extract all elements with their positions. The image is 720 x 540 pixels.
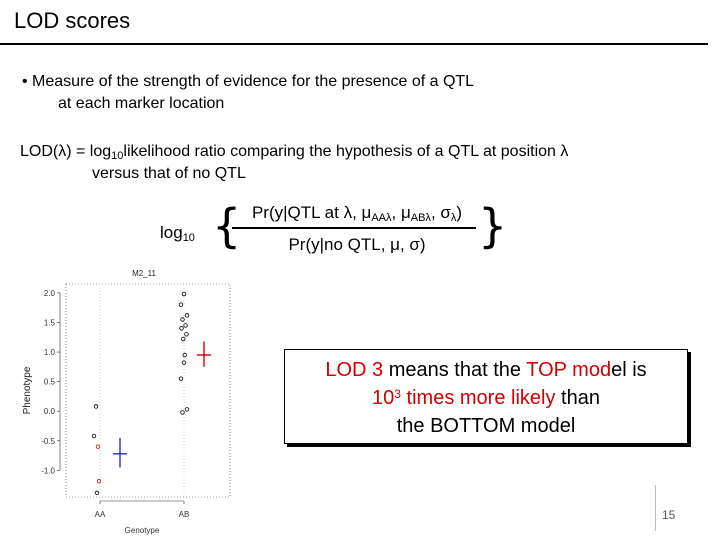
callout-ten: 10 — [372, 387, 395, 409]
plot-summary — [113, 341, 211, 468]
lod-formula: log10 { Pr(y|QTL at λ, μAAλ, μABλ, σλ) P… — [160, 195, 520, 275]
callout-text-b: el is — [611, 359, 647, 381]
data-point — [178, 376, 184, 381]
plot-points — [91, 291, 190, 496]
callout-mod: mod — [566, 359, 612, 381]
lod-callout-box: LOD 3 means that the TOP model is 103 ti… — [284, 349, 688, 444]
data-point — [181, 291, 187, 297]
data-point — [96, 478, 102, 484]
bullet-line-1: • Measure of the strength of evidence fo… — [22, 73, 475, 90]
x-tick-label: AB — [179, 510, 190, 519]
y-axis-label: Phenotype — [22, 366, 33, 414]
x-axis-label: Genotype — [125, 526, 160, 535]
callout-lod3: LOD 3 — [325, 359, 384, 381]
bullet-line-2: at each marker location — [58, 95, 225, 112]
y-tick-label: 1.5 — [44, 318, 56, 327]
title-underline — [0, 43, 708, 45]
callout-line-1: LOD 3 means that the TOP model is — [285, 356, 687, 384]
fraction-bar — [232, 227, 476, 229]
data-point — [184, 407, 190, 412]
data-point — [182, 352, 187, 358]
data-point — [179, 326, 184, 331]
callout-top: TOP — [526, 359, 567, 381]
data-point — [180, 410, 185, 415]
y-tick-label: 2.0 — [44, 289, 56, 298]
data-point — [178, 302, 184, 307]
data-point — [91, 433, 97, 439]
plot-axes: -1.0 -0.5 0.0 0.5 1.0 1.5 2.0 Phenotype AA AB Geno… — [22, 288, 189, 535]
y-tick-label: 0.0 — [44, 407, 56, 416]
plot-frame: M2_11 — [65, 269, 231, 498]
data-point — [180, 336, 186, 342]
data-point — [93, 404, 99, 409]
callout-more-likely: times more likely — [400, 387, 556, 409]
y-tick-label: -1.0 — [41, 466, 55, 475]
lod-definition-line-1: LOD(λ) = log10likelihood ratio comparing… — [20, 141, 568, 163]
formula-denominator: Pr(y|no QTL, μ, σ) — [288, 235, 426, 254]
y-tick-label: 0.5 — [44, 378, 56, 387]
callout-line-3: the BOTTOM model — [396, 415, 576, 437]
page-number-divider — [655, 485, 656, 531]
numerator-sub-sigma: λ — [450, 212, 457, 224]
numerator-end: ) — [456, 203, 463, 222]
right-brace-icon: } — [478, 199, 508, 253]
x-tick-label: AA — [95, 510, 106, 519]
slide-title: LOD scores — [14, 8, 131, 33]
callout-than: than — [555, 387, 600, 409]
bullet-point: • Measure of the strength of evidence fo… — [22, 71, 474, 115]
formula-log: log10 — [160, 223, 195, 244]
data-point — [184, 332, 189, 337]
page-number: 15 — [662, 508, 676, 522]
lod-rest: likelihood ratio comparing the hypothesi… — [123, 143, 569, 160]
numerator-sep: , μ — [391, 203, 411, 222]
callout-text-a: means that the — [383, 359, 527, 381]
left-brace-icon: { — [212, 199, 242, 253]
data-point — [184, 313, 190, 318]
data-point — [183, 323, 188, 328]
data-point — [94, 490, 100, 496]
y-tick-label: -0.5 — [41, 437, 55, 446]
plot-title: M2_11 — [132, 269, 156, 278]
lod-prefix: LOD(λ) = log — [20, 143, 112, 160]
data-point — [95, 444, 101, 449]
formula-log-subscript: 10 — [182, 232, 195, 244]
data-point — [181, 360, 187, 365]
numerator-sub-ab: ABλ — [410, 212, 431, 224]
numerator-sep2: , σ — [430, 203, 451, 222]
lod-log-subscript: 10 — [111, 150, 124, 162]
formula-numerator: Pr(y|QTL at λ, μAAλ, μABλ, σλ) — [232, 203, 482, 224]
data-point — [180, 317, 185, 322]
callout-line-2: 103 times more likely than — [285, 384, 687, 412]
lod-definition: LOD(λ) = log10likelihood ratio comparing… — [20, 141, 568, 185]
y-tick-label: 1.0 — [44, 348, 56, 357]
lod-definition-line-2: versus that of no QTL — [92, 165, 246, 182]
numerator-text: Pr(y|QTL at λ, μ — [251, 203, 372, 222]
numerator-sub-aa: AAλ — [371, 212, 392, 224]
plot-border — [65, 283, 231, 498]
phenotype-scatter-plot: M2_11 -1.0 -0.5 0.0 0.5 1.0 1.5 2.0 Phenotype AA… — [22, 269, 231, 535]
formula-log-text: log — [160, 223, 183, 242]
callout-exponent: 3 — [394, 387, 401, 401]
